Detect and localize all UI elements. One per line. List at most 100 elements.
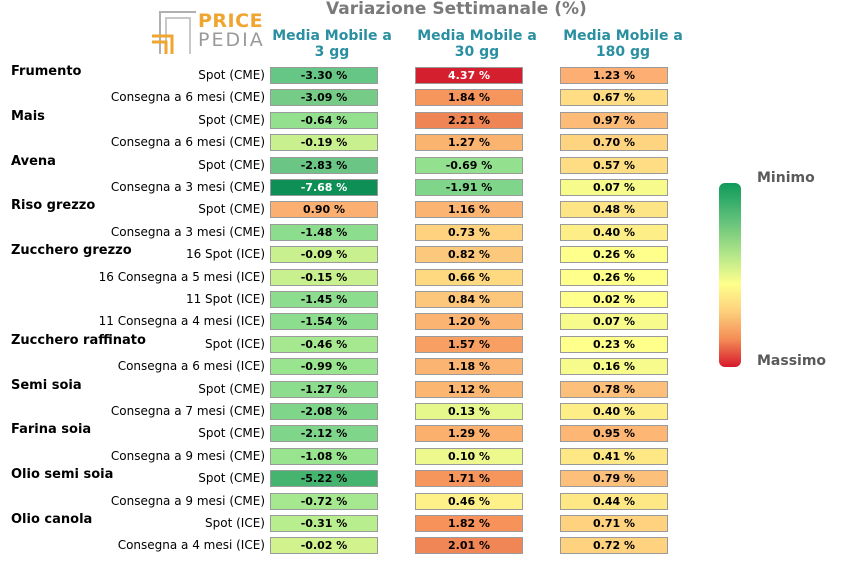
row-label: Spot (ICE) [205, 336, 265, 351]
heatmap-cell: -1.27 % [270, 380, 378, 398]
group-label: Zucchero raffinato [11, 332, 146, 348]
heatmap-cell: -3.09 % [270, 89, 378, 107]
heatmap-cell: 0.71 % [560, 515, 668, 532]
heatmap-cell: 0.46 % [415, 492, 523, 510]
row-label: Consegna a 6 mesi (CME) [110, 135, 265, 150]
row-label: 16 Spot (ICE) [185, 247, 265, 262]
heatmap-cell: 0.16 % [560, 358, 668, 376]
row-label: 16 Consegna a 5 mesi (ICE) [98, 269, 265, 284]
heatmap-cell: -2.83 % [270, 156, 378, 174]
heatmap-cell: 1.82 % [415, 515, 523, 532]
heatmap-cell: 0.79 % [560, 470, 668, 488]
heatmap-cell: 1.18 % [415, 358, 523, 376]
heatmap-cell: 0.82 % [415, 246, 523, 264]
column-header-3gg: Media Mobile a 3 gg [272, 28, 392, 60]
heatmap-cell: -1.54 % [270, 313, 378, 331]
heatmap-cell: 0.02 % [560, 291, 668, 308]
row-label: Consegna a 9 mesi (CME) [110, 493, 265, 508]
row-label: Consegna a 6 mesi (ICE) [117, 359, 265, 374]
heatmap-cell: 0.07 % [560, 313, 668, 331]
heatmap-cell: 0.72 % [560, 537, 668, 555]
row-label: Consegna a 7 mesi (CME) [110, 404, 265, 418]
legend-min-label: Minimo [757, 170, 815, 186]
heatmap-cell: -2.08 % [270, 403, 378, 420]
legend-color-scale [719, 183, 741, 367]
row-label: Spot (CME) [198, 471, 265, 486]
heatmap-cell: -7.68 % [270, 179, 378, 196]
group-label: Mais [11, 108, 45, 124]
heatmap-cell: 1.27 % [415, 134, 523, 152]
heatmap-cell: 0.44 % [560, 492, 668, 510]
heatmap-cell: 0.10 % [415, 447, 523, 465]
heatmap-cell: -1.08 % [270, 447, 378, 465]
heatmap-cell: 0.57 % [560, 156, 668, 174]
row-label: Spot (CME) [198, 68, 265, 82]
row-label: Consegna a 3 mesi (CME) [110, 224, 265, 239]
column-header-30gg: Media Mobile a 30 gg [417, 28, 537, 60]
heatmap-cell: 1.23 % [560, 67, 668, 84]
heatmap-cell: 1.12 % [415, 380, 523, 398]
heatmap-cell: -0.72 % [270, 492, 378, 510]
logo-mark [152, 11, 196, 54]
row-label: 11 Spot (ICE) [185, 292, 265, 306]
heatmap-cell: 0.26 % [560, 246, 668, 264]
heatmap-cell: 0.07 % [560, 179, 668, 196]
legend-max-label: Massimo [757, 353, 827, 369]
logo-price-text: PRICE [198, 10, 264, 32]
group-label: Frumento [11, 64, 82, 79]
heatmap-cell: -0.09 % [270, 246, 378, 264]
heatmap-cell: 0.23 % [560, 335, 668, 353]
column-header-180gg: Media Mobile a 180 gg [563, 28, 683, 60]
heatmap-cell: 0.97 % [560, 111, 668, 129]
heatmap-cell: -0.02 % [270, 537, 378, 555]
row-label: 11 Consegna a 4 mesi (ICE) [98, 314, 265, 329]
heatmap-cell: 0.66 % [415, 268, 523, 286]
heatmap-cell: 1.29 % [415, 425, 523, 443]
heatmap-cell: 0.40 % [560, 223, 668, 241]
heatmap-cell: -0.19 % [270, 134, 378, 152]
row-label: Consegna a 6 mesi (CME) [110, 90, 265, 105]
row-label: Spot (CME) [198, 112, 265, 127]
heatmap-cell: -1.91 % [415, 179, 523, 196]
heatmap-cell: -5.22 % [270, 470, 378, 488]
heatmap-cell: -0.99 % [270, 358, 378, 376]
heatmap-cell: -1.48 % [270, 223, 378, 241]
heatmap-cell: 0.40 % [560, 403, 668, 420]
row-label: Spot (CME) [198, 426, 265, 441]
logo-pedia-text: PEDIA [198, 29, 265, 51]
group-label: Zucchero grezzo [11, 243, 132, 259]
group-label: Olio canola [11, 512, 93, 527]
row-label: Spot (CME) [198, 157, 265, 172]
heatmap-cell: 4.37 % [415, 67, 523, 84]
row-label: Consegna a 9 mesi (CME) [110, 448, 265, 463]
heatmap-cell: 0.84 % [415, 291, 523, 308]
heatmap-cell: 1.71 % [415, 470, 523, 488]
heatmap-cell: 1.57 % [415, 335, 523, 353]
row-label: Spot (CME) [198, 202, 265, 217]
group-label: Farina soia [11, 422, 92, 438]
heatmap-cell: 1.16 % [415, 201, 523, 219]
group-label: Semi soia [11, 377, 82, 393]
heatmap-cell: 0.67 % [560, 89, 668, 107]
heatmap-cell: 0.73 % [415, 223, 523, 241]
heatmap-cell: 0.70 % [560, 134, 668, 152]
heatmap-cell: 0.95 % [560, 425, 668, 443]
chart-title: Variazione Settimanale (%) [326, 0, 587, 19]
heatmap-cell: 2.21 % [415, 111, 523, 129]
heatmap-cell: 0.26 % [560, 268, 668, 286]
heatmap-cell: -1.45 % [270, 291, 378, 308]
row-label: Consegna a 4 mesi (ICE) [117, 538, 265, 553]
row-label: Spot (ICE) [205, 516, 265, 530]
group-label: Avena [11, 153, 56, 169]
heatmap-cell: 0.41 % [560, 447, 668, 465]
heatmap-cell: 1.84 % [415, 89, 523, 107]
heatmap-cell: 0.13 % [415, 403, 523, 420]
heatmap-cell: -0.64 % [270, 111, 378, 129]
group-label: Riso grezzo [11, 198, 96, 214]
row-label: Consegna a 3 mesi (CME) [110, 180, 265, 194]
heatmap-cell: -2.12 % [270, 425, 378, 443]
heatmap-cell: 0.48 % [560, 201, 668, 219]
heatmap-cell: 2.01 % [415, 537, 523, 555]
heatmap-cell: -0.46 % [270, 335, 378, 353]
heatmap-cell: 1.20 % [415, 313, 523, 331]
